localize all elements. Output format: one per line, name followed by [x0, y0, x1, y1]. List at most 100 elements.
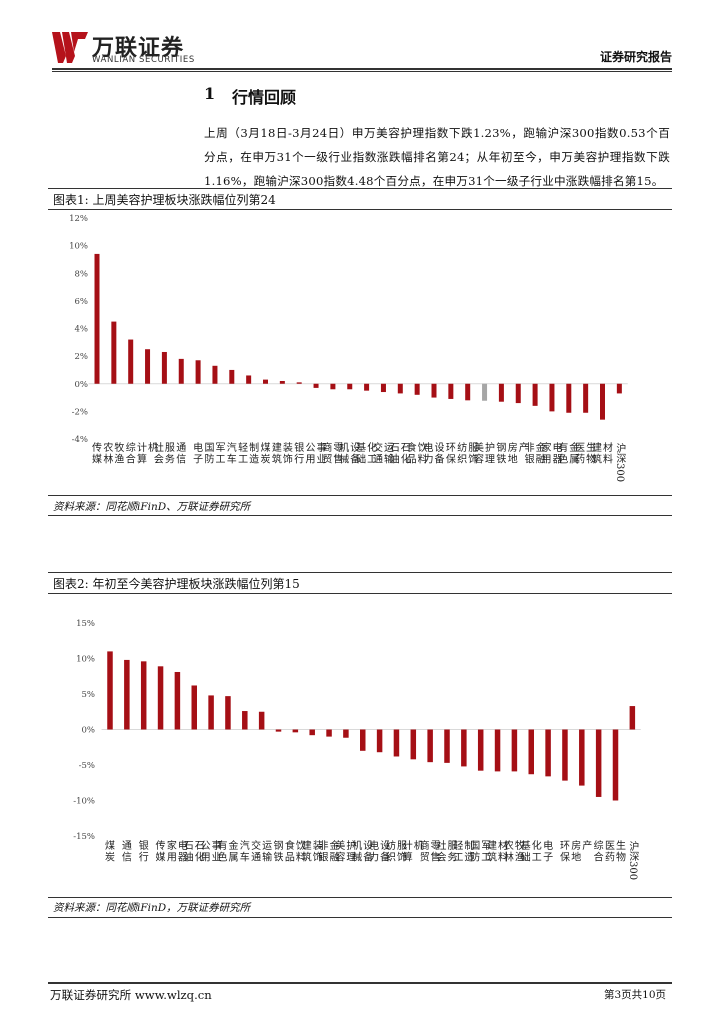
figure-1: 图表1: 上周美容护理板块涨跌幅位列第24 -4% -2% 0% 2% 4% 6% 8% 10…: [48, 188, 672, 516]
bar-农林牧渔: [111, 321, 117, 384]
category-label: 国防军工: [470, 840, 491, 864]
bar-电力设备: [431, 383, 437, 398]
y-tick-label: 4%: [75, 325, 89, 335]
bar-银行: [296, 382, 302, 384]
category-label: 计算机: [137, 441, 158, 466]
category-label: 轻工制造: [453, 839, 474, 864]
y-tick-label: -15%: [73, 832, 95, 842]
bar-传媒: [94, 253, 100, 384]
category-label: 美容护理: [335, 839, 356, 864]
bar-食品饮料: [292, 729, 299, 733]
bar-综合: [128, 339, 134, 384]
bar-建筑材料: [600, 383, 605, 420]
bar-汽车: [242, 711, 248, 730]
category-label: 银行: [294, 441, 304, 466]
bar-银行: [140, 661, 147, 730]
bar-建筑装饰: [279, 380, 285, 384]
logo-text-en: WANLIAN SECURITIES: [92, 55, 195, 65]
category-label: 建筑装饰: [272, 441, 293, 466]
figure-1-source: 资料来源：同花顺iFinD、万联证券研究所: [53, 501, 251, 513]
y-tick-label: -2%: [72, 407, 88, 417]
category-label: 沪深300: [627, 840, 639, 880]
category-label: 房地产: [508, 441, 529, 466]
category-label: 交通运输: [373, 441, 394, 466]
header-rule: [52, 68, 672, 70]
category-label: 社会服务: [154, 441, 175, 466]
bar-非银金融: [326, 729, 332, 737]
category-label: 非银金融: [319, 839, 340, 864]
bar-轻工制造: [246, 375, 252, 384]
category-label: 钢铁: [496, 441, 506, 466]
bar-有色金属: [225, 696, 231, 730]
category-label: 交通运输: [251, 839, 272, 864]
y-tick-label: 12%: [69, 214, 88, 224]
bar-食品饮料: [414, 383, 420, 395]
bar-建筑材料: [494, 729, 501, 772]
bar-石油石化: [191, 685, 197, 730]
bar-纺织服饰: [465, 383, 471, 401]
category-label: 商贸零售: [322, 441, 343, 466]
bar-石油石化: [397, 383, 403, 394]
bar-交通运输: [380, 383, 386, 393]
figure-2-source-rule: [48, 897, 672, 898]
figure-2-title-rule: [48, 593, 672, 594]
y-tick-label: 2%: [75, 352, 89, 362]
page-number: 第3页共10页: [603, 989, 666, 1001]
bar-电子: [195, 360, 201, 384]
bar-计算机: [410, 729, 417, 760]
category-label: 沪深300: [614, 442, 626, 482]
category-label: 国防军工: [204, 442, 225, 466]
bar-电子: [545, 729, 551, 777]
y-tick-label: 8%: [75, 269, 89, 279]
bar-国防军工: [477, 729, 484, 771]
bar-环保: [562, 729, 568, 781]
category-label: 公用事业: [201, 839, 222, 864]
category-label: 纺织服饰: [386, 839, 407, 864]
header-rule-thin: [52, 71, 672, 72]
bar-商贸零售: [427, 729, 433, 763]
bar-房地产: [579, 729, 585, 786]
logo-text-cn: 万联证券: [92, 36, 185, 61]
category-label: 石油石化: [184, 841, 205, 864]
bar-机械设备: [360, 729, 366, 751]
category-label: 传媒: [92, 442, 102, 466]
section-paragraph: 上周（3月18日-3月24日）申万美容护理指数下跌1.23%，跑输沪深300指数…: [204, 126, 670, 188]
category-label: 家用电器: [167, 839, 188, 864]
bar-通信: [124, 659, 130, 730]
category-label: 建筑材料: [487, 839, 508, 864]
category-label: 商贸零售: [420, 839, 441, 864]
category-label: 通信: [122, 840, 132, 864]
bar-沪深300: [616, 383, 622, 394]
category-label: 汽车: [227, 441, 237, 466]
bar-传媒: [157, 666, 164, 730]
category-label: 纺织服饰: [457, 441, 478, 466]
section-number: 1: [204, 84, 216, 103]
bar-医药生物: [583, 383, 589, 413]
y-tick-label: 0%: [75, 380, 89, 390]
y-tick-label: 15%: [76, 619, 95, 629]
category-label: 综合: [126, 441, 136, 466]
category-label: 农林牧渔: [504, 839, 525, 864]
category-label: 电子: [193, 441, 203, 466]
category-label: 汽车: [240, 839, 250, 864]
bar-综合: [595, 729, 602, 797]
bar-社会服务: [444, 729, 450, 763]
category-label: 石油石化: [390, 443, 411, 466]
figure-1-title: 图表1: 上周美容护理板块涨跌幅位列第24: [53, 193, 276, 207]
figure-2: 图表2: 年初至今美容护理板块涨跌幅位列第15 -15% -10% -5% 0% 5% 1…: [48, 572, 672, 918]
footer-left: 万联证券研究所 www.wlzq.cn: [50, 988, 212, 1002]
y-tick-label: 10%: [76, 655, 95, 665]
category-label: 综合: [594, 839, 604, 864]
section-title: 行情回顾: [232, 88, 297, 107]
figure-1-title-rule: [48, 209, 672, 210]
y-tick-label: -10%: [73, 797, 95, 807]
category-label: 电力设备: [369, 839, 390, 864]
bar-非银金融: [532, 383, 538, 406]
bar-美容护理: [343, 729, 349, 738]
category-label: 机械设备: [352, 839, 373, 864]
y-tick-label: -5%: [79, 761, 95, 771]
y-tick-label: 6%: [75, 297, 89, 307]
bar-家用电器: [174, 671, 181, 730]
bar-农林牧渔: [511, 729, 518, 772]
figure-1-chart: -4%-2%0%2%4%6%8%10%12%传媒农林牧渔综合计算机社会服务通信电…: [69, 214, 628, 482]
